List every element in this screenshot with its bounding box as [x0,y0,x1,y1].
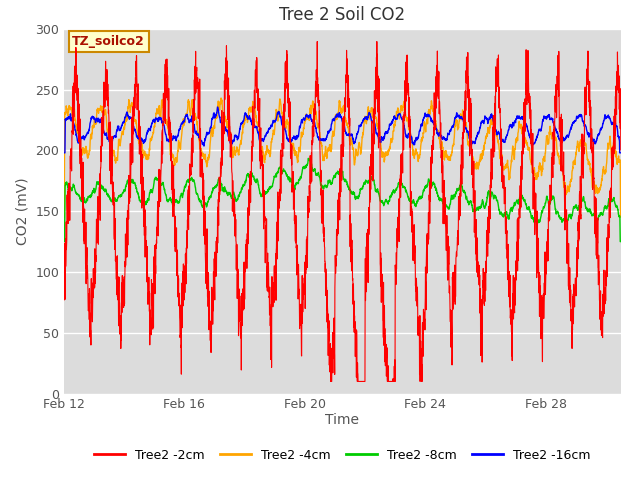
Legend: Tree2 -2cm, Tree2 -4cm, Tree2 -8cm, Tree2 -16cm: Tree2 -2cm, Tree2 -4cm, Tree2 -8cm, Tree… [89,444,596,467]
Title: Tree 2 Soil CO2: Tree 2 Soil CO2 [279,6,406,24]
X-axis label: Time: Time [325,413,360,427]
Y-axis label: CO2 (mV): CO2 (mV) [16,178,29,245]
Text: TZ_soilco2: TZ_soilco2 [72,35,145,48]
